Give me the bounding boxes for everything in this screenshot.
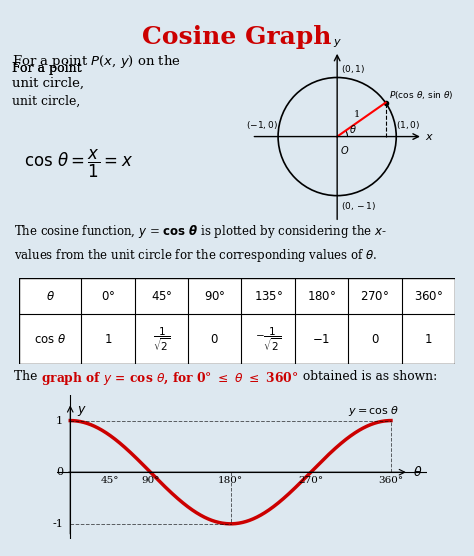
Text: 1: 1 xyxy=(354,110,361,118)
Text: $180°$: $180°$ xyxy=(307,290,336,302)
Text: $P(\cos\,\theta,\,\sin\,\theta)$: $P(\cos\,\theta,\,\sin\,\theta)$ xyxy=(389,89,453,101)
Text: $0°$: $0°$ xyxy=(101,290,115,302)
Text: For a point: For a point xyxy=(12,62,85,75)
Text: 45°: 45° xyxy=(101,476,119,485)
Text: For a point $P$($x$, $y$) on the
unit circle,: For a point $P$($x$, $y$) on the unit ci… xyxy=(12,53,181,90)
Text: $(-1, 0)$: $(-1, 0)$ xyxy=(246,118,278,131)
Text: $x$: $x$ xyxy=(425,132,434,142)
Text: The cosine function, $y$ = $\mathbf{cos}$ $\boldsymbol{\theta}$ is plotted by co: The cosine function, $y$ = $\mathbf{cos}… xyxy=(14,223,387,264)
Text: 360°: 360° xyxy=(378,476,403,485)
Text: $1$: $1$ xyxy=(104,332,112,346)
Text: graph of $y$ = cos $\theta$, for 0° $\leq$ $\theta$ $\leq$ 360°: graph of $y$ = cos $\theta$, for 0° $\le… xyxy=(41,370,299,388)
Text: $(0, -1)$: $(0, -1)$ xyxy=(341,200,377,212)
Text: $45°$: $45°$ xyxy=(151,290,172,302)
Text: $\theta$: $\theta$ xyxy=(46,290,55,302)
Text: $(1,0)$: $(1,0)$ xyxy=(396,118,420,131)
Text: 180°: 180° xyxy=(218,476,243,485)
Text: For a point: For a point xyxy=(12,62,85,75)
Text: -1: -1 xyxy=(52,519,63,529)
Text: $0$: $0$ xyxy=(371,332,379,346)
Text: $360°$: $360°$ xyxy=(414,290,443,302)
Text: 90°: 90° xyxy=(141,476,160,485)
Text: $-1$: $-1$ xyxy=(312,332,331,346)
Text: $\theta$: $\theta$ xyxy=(349,123,357,135)
Text: 0: 0 xyxy=(56,467,63,477)
Text: $1$: $1$ xyxy=(424,332,433,346)
Text: $\cos\,\theta = \dfrac{x}{1} = x$: $\cos\,\theta = \dfrac{x}{1} = x$ xyxy=(24,148,133,180)
Text: $(0,1)$: $(0,1)$ xyxy=(341,62,365,75)
Text: $\theta$: $\theta$ xyxy=(413,465,423,479)
Text: $270°$: $270°$ xyxy=(360,290,390,302)
Text: unit circle,: unit circle, xyxy=(12,95,80,107)
Text: $\cos\,\theta$: $\cos\,\theta$ xyxy=(34,332,66,346)
Text: Cosine Graph: Cosine Graph xyxy=(142,25,332,49)
Text: $90°$: $90°$ xyxy=(204,290,226,302)
Text: obtained is as shown:: obtained is as shown: xyxy=(299,370,437,384)
Text: $0$: $0$ xyxy=(210,332,219,346)
Text: $y$: $y$ xyxy=(77,404,87,418)
Text: 270°: 270° xyxy=(298,476,323,485)
Text: $135°$: $135°$ xyxy=(254,290,283,302)
Text: The: The xyxy=(14,370,41,384)
Text: $y$: $y$ xyxy=(333,37,342,49)
Text: $\dfrac{1}{\sqrt{2}}$: $\dfrac{1}{\sqrt{2}}$ xyxy=(153,325,170,353)
FancyBboxPatch shape xyxy=(19,278,455,364)
Text: $-\dfrac{1}{\sqrt{2}}$: $-\dfrac{1}{\sqrt{2}}$ xyxy=(255,325,282,353)
Text: $O$: $O$ xyxy=(339,143,349,156)
Text: $y = \cos\,\theta$: $y = \cos\,\theta$ xyxy=(348,404,400,418)
Text: 1: 1 xyxy=(56,415,63,425)
